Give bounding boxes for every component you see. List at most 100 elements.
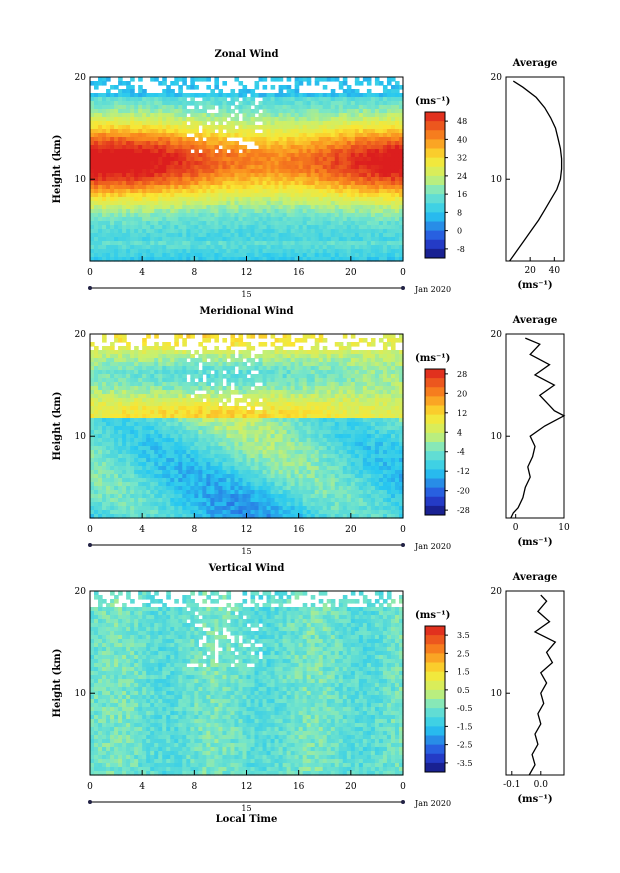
heatmap-cell — [306, 213, 312, 218]
heatmap-cell — [290, 133, 296, 138]
heatmap-cell — [106, 422, 111, 427]
heatmap-cell — [294, 189, 300, 194]
heatmap-cell — [262, 249, 268, 254]
heatmap-cell — [322, 217, 328, 222]
heatmap-cell — [202, 490, 207, 495]
heatmap-cell — [330, 201, 336, 206]
heatmap-cell — [210, 193, 215, 198]
heatmap-cell — [162, 358, 167, 363]
heatmap-cell — [170, 406, 175, 411]
heatmap-cell — [274, 241, 280, 246]
heatmap-cell — [166, 161, 171, 166]
heatmap-cell — [214, 458, 220, 463]
heatmap-cell — [222, 410, 228, 415]
heatmap-cell — [270, 133, 276, 138]
heatmap-cell — [126, 370, 131, 375]
heatmap-cell — [214, 478, 220, 483]
heatmap-cell — [258, 157, 264, 162]
heatmap-cell — [154, 249, 159, 254]
heatmap-cell — [154, 426, 159, 431]
heatmap-cell — [134, 470, 139, 475]
heatmap-cell — [118, 438, 123, 443]
heatmap-cell — [154, 129, 159, 134]
heatmap-cell — [122, 253, 127, 258]
panel-title: Zonal Wind — [214, 49, 278, 60]
heatmap-cell — [154, 454, 159, 459]
heatmap-cell — [226, 434, 232, 439]
heatmap-cell — [190, 125, 195, 130]
heatmap-cell — [282, 197, 288, 202]
heatmap-cell — [122, 129, 127, 134]
heatmap-cell — [182, 362, 187, 367]
heatmap-cell — [154, 145, 159, 150]
heatmap-cell — [174, 125, 179, 130]
heatmap-cell — [122, 201, 127, 206]
heatmap-cell — [202, 165, 207, 170]
heatmap-cell — [130, 209, 135, 214]
heatmap-cell — [262, 121, 268, 126]
heatmap-cell — [114, 478, 119, 483]
heatmap-cell — [302, 177, 308, 182]
heatmap-cell — [218, 382, 224, 387]
heatmap-cell — [118, 430, 123, 435]
heatmap-cell — [142, 466, 147, 471]
heatmap-cell — [278, 153, 284, 158]
heatmap-cell — [238, 89, 244, 94]
heatmap-cell — [122, 390, 127, 395]
heatmap-cell — [310, 113, 316, 118]
heatmap-cell — [270, 181, 276, 186]
heatmap-cell — [226, 249, 232, 254]
heatmap-cell — [186, 482, 191, 487]
heatmap-cell — [290, 241, 296, 246]
heatmap-cell — [326, 125, 332, 130]
heatmap-cell — [226, 490, 232, 495]
heatmap-cell — [130, 117, 135, 122]
heatmap-cell — [166, 434, 171, 439]
heatmap-cell — [206, 510, 211, 515]
heatmap-cell — [114, 221, 119, 226]
heatmap-cell — [122, 233, 127, 238]
heatmap-cell — [162, 89, 167, 94]
heatmap-cell — [154, 446, 159, 451]
heatmap-cell — [146, 165, 151, 170]
heatmap-cell — [118, 253, 123, 258]
heatmap-cell — [162, 378, 167, 383]
heatmap-cell — [182, 358, 187, 363]
heatmap-cell — [118, 346, 123, 351]
heatmap-cell — [338, 129, 344, 134]
heatmap-cell — [334, 221, 340, 226]
heatmap-cell — [150, 93, 155, 98]
heatmap-cell — [382, 97, 388, 102]
heatmap-cell — [186, 470, 191, 475]
heatmap-cell — [294, 145, 300, 150]
heatmap-cell — [314, 113, 320, 118]
heatmap-cell — [322, 85, 328, 90]
heatmap-cell — [286, 237, 292, 242]
heatmap-cell — [290, 177, 296, 182]
heatmap-cell — [170, 89, 175, 94]
heatmap-cell — [98, 402, 103, 407]
heatmap-cell — [394, 161, 400, 166]
heatmap-cell — [90, 402, 95, 407]
heatmap-cell — [106, 394, 111, 399]
heatmap-cell — [182, 141, 187, 146]
heatmap-cell — [210, 486, 215, 491]
heatmap-cell — [398, 225, 404, 230]
heatmap-cell — [318, 213, 324, 218]
heatmap-cell — [310, 221, 316, 226]
heatmap-cell — [118, 81, 123, 86]
heatmap-cell — [146, 229, 151, 234]
heatmap-cell — [170, 414, 175, 419]
heatmap-cell — [110, 458, 115, 463]
heatmap-cell — [138, 129, 143, 134]
heatmap-cell — [102, 354, 107, 359]
heatmap-cell — [174, 205, 179, 210]
heatmap-cell — [218, 125, 224, 130]
heatmap-cell — [174, 490, 179, 495]
heatmap-cell — [206, 181, 211, 186]
heatmap-cell — [374, 177, 380, 182]
heatmap-cell — [326, 97, 332, 102]
heatmap-cell — [154, 418, 159, 423]
heatmap-cell — [358, 249, 364, 254]
heatmap-cell — [298, 209, 304, 214]
